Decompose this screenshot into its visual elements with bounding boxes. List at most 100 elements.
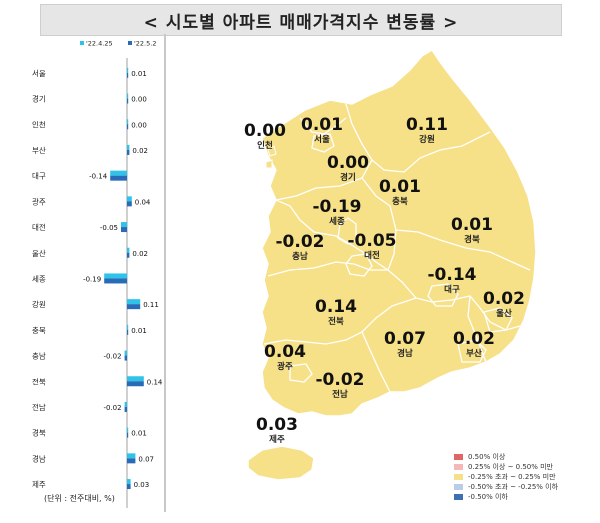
region-name: 세종 [329,216,345,227]
region-value: -0.05 [348,231,397,251]
bar-curr [127,124,129,130]
page-title: < 시도별 아파트 매매가격지수 변동률 > [40,4,562,36]
bar-curr [127,484,131,490]
category-label: 울산 [32,248,46,258]
bar-curr [127,458,136,464]
region-value: 0.01 [379,177,421,197]
category-label: 대전 [32,222,46,232]
bar-curr [127,149,130,155]
legend-swatch [454,474,463,480]
region-value: 0.07 [384,329,426,349]
data-label: -0.19 [83,275,101,283]
data-label: -0.02 [103,404,121,412]
region-name: 부산 [466,348,482,359]
region-name: 울산 [496,308,512,319]
region-name: 충남 [292,251,308,262]
bar-curr [121,227,127,233]
legend-label: 0.50% 이상 [468,453,506,461]
bar-curr [127,98,129,104]
bar-curr [127,201,132,207]
region-value: 0.11 [406,115,448,135]
legend-label: '22.5.2 [134,40,156,48]
category-label: 경기 [32,94,46,104]
bar-prev [110,170,127,176]
bar-prev [127,247,130,253]
region-value: 0.00 [244,121,286,141]
region-name: 인천 [257,140,273,151]
region-name: 제주 [269,434,285,445]
bar-curr [110,175,127,181]
legend-item: -0.50% 이하 [454,492,600,502]
data-label: 0.07 [138,455,154,463]
data-label: -0.14 [89,173,108,181]
category-label: 대구 [32,172,46,181]
data-label: 0.11 [143,301,159,309]
region-name: 경기 [340,172,356,183]
legend-item: 0.25% 이상 ~ 0.50% 미만 [454,462,600,472]
bar-prev [127,67,129,73]
category-label: 충남 [32,352,46,361]
bar-prev [104,273,127,279]
category-label: 부산 [32,145,46,155]
legend-label: '22.4.25 [86,40,113,48]
data-label: 0.14 [147,378,163,386]
region-value: -0.02 [316,370,365,390]
data-label: 0.01 [131,430,147,438]
region-value: -0.02 [276,232,325,252]
bar-prev [127,324,129,330]
bar-prev [127,427,129,433]
region-name: 서울 [314,134,330,145]
bar-curr [127,381,144,387]
bar-curr [127,329,129,335]
bar-prev [124,401,127,407]
legend-swatch [454,464,463,470]
jeju-shape [247,445,315,481]
category-label: 강원 [32,299,46,309]
category-label: 서울 [32,69,46,78]
incheon-islands [265,145,277,169]
bar-prev [127,93,129,99]
legend-swatch [454,494,463,500]
bar-prev [127,479,131,485]
data-label: 0.01 [131,70,147,78]
category-label: 제주 [32,480,46,489]
region-name: 강원 [419,134,435,145]
region-value: 0.03 [256,415,298,435]
bar-chart: '22.4.25 '22.5.2 서울 0.01 경기 0.00 인천 0.00 부산 0.02 대… [32,40,163,508]
bar-prev [127,196,132,202]
data-label: 0.01 [131,327,147,335]
bar-curr [124,355,127,361]
bar-prev [124,350,127,356]
map-legend: 0.50% 이상 0.25% 이상 ~ 0.50% 미만 -0.25% 초과 ~ 0… [454,452,600,502]
region-value: 0.04 [264,342,306,362]
legend-item: -0.50% 초과 ~ -0.25% 이하 [454,482,600,492]
category-label: 경남 [32,453,46,463]
mainland-shape [261,48,537,417]
bar-chart-panel: '22.4.25 '22.5.2 서울 0.01 경기 0.00 인천 0.00 부산 0.02 대… [14,34,166,512]
legend-item: -0.25% 초과 ~ 0.25% 미만 [454,472,600,482]
legend-label: -0.50% 이하 [468,493,508,501]
region-value: 0.14 [315,297,357,317]
region-value: 0.02 [453,329,495,349]
data-label: -0.02 [103,353,121,361]
region-name: 충북 [392,196,408,207]
bar-prev [127,119,129,125]
region-name: 대전 [364,250,380,261]
category-label: 인천 [32,119,46,129]
bar-curr [124,406,127,412]
data-label: 0.03 [134,481,150,489]
legend-swatch [128,41,132,45]
bar-curr [127,432,129,438]
bar-curr [104,278,127,284]
category-label: 전북 [32,376,46,386]
bar-prev [127,144,130,150]
bar-prev [127,453,136,459]
category-label: 광주 [32,196,46,206]
bar-prev [127,299,141,305]
region-name: 광주 [277,361,293,372]
category-label: 경북 [32,428,46,438]
bar-prev [121,222,127,228]
bar-curr [127,72,129,78]
category-label: 전남 [32,402,46,412]
